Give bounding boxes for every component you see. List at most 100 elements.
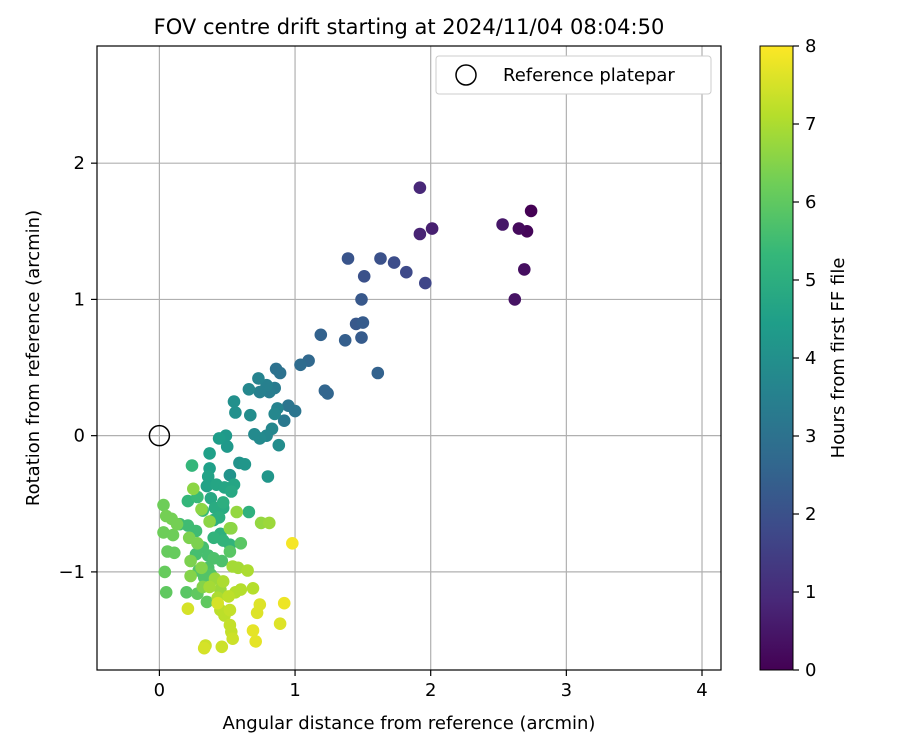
data-point xyxy=(200,595,214,609)
data-point xyxy=(195,561,208,575)
data-point xyxy=(225,485,238,498)
data-point xyxy=(277,596,291,610)
data-point xyxy=(508,293,522,306)
chart-title: FOV centre drift starting at 2024/11/04 … xyxy=(154,15,665,39)
colorbar-label: Hours from first FF file xyxy=(828,258,849,459)
data-point xyxy=(158,565,172,579)
data-point xyxy=(229,406,242,419)
colorbar xyxy=(759,45,794,671)
data-point xyxy=(294,358,307,372)
data-point xyxy=(252,372,265,385)
colorbar-tick-label: 3 xyxy=(805,426,816,447)
data-point xyxy=(413,227,427,241)
data-point xyxy=(157,498,170,512)
reference-platepar-marker xyxy=(148,424,171,447)
data-point xyxy=(253,598,267,611)
data-point xyxy=(184,554,197,568)
data-point xyxy=(222,590,235,603)
data-point xyxy=(185,459,199,472)
data-point xyxy=(203,515,216,528)
data-point xyxy=(253,385,267,399)
grid-lines xyxy=(97,46,721,670)
data-point xyxy=(374,252,387,265)
data-point xyxy=(242,505,256,519)
data-point xyxy=(277,414,291,428)
data-point xyxy=(249,635,262,648)
data-points xyxy=(157,181,538,655)
data-point xyxy=(244,408,257,422)
data-point xyxy=(338,334,352,347)
data-point xyxy=(356,316,370,329)
data-point xyxy=(341,252,355,265)
data-point xyxy=(230,505,243,519)
data-point xyxy=(286,537,299,550)
x-tick-label: 4 xyxy=(696,680,707,701)
data-point xyxy=(400,265,413,279)
data-point xyxy=(355,331,368,344)
x-axis-label: Angular distance from reference (arcmin) xyxy=(223,713,596,734)
data-point xyxy=(211,596,224,610)
data-point xyxy=(512,222,526,235)
data-point xyxy=(157,526,170,539)
data-point xyxy=(223,545,237,558)
data-point xyxy=(203,447,216,460)
data-point xyxy=(166,528,180,542)
x-tick-label: 3 xyxy=(561,680,572,701)
data-point xyxy=(241,564,254,577)
y-axis-ticks: −1 0 1 2 xyxy=(58,153,97,583)
colorbar-tick-label: 5 xyxy=(805,270,816,291)
data-point xyxy=(212,432,226,445)
data-point xyxy=(223,603,237,617)
x-tick-label: 1 xyxy=(289,680,300,701)
data-point xyxy=(263,516,276,530)
data-point xyxy=(318,384,332,398)
data-point xyxy=(203,580,216,594)
data-point xyxy=(355,293,368,306)
data-point xyxy=(180,586,193,599)
data-point xyxy=(226,632,239,645)
data-point xyxy=(268,407,282,421)
x-tick-label: 0 xyxy=(154,680,165,701)
data-point xyxy=(387,256,401,269)
data-point xyxy=(216,496,230,509)
data-point xyxy=(184,569,197,583)
data-point xyxy=(215,640,229,654)
data-point xyxy=(181,602,195,615)
data-point xyxy=(273,617,287,630)
data-point xyxy=(187,482,200,496)
data-point xyxy=(168,546,181,560)
data-point xyxy=(314,328,328,342)
data-point xyxy=(227,395,241,408)
data-point xyxy=(234,537,248,550)
data-point xyxy=(181,494,195,508)
y-axis-label: Rotation from reference (arcmin) xyxy=(23,210,44,506)
y-tick-label: −1 xyxy=(58,562,85,583)
colorbar-tick-label: 7 xyxy=(805,114,816,135)
colorbar-ticks: 0 1 2 3 4 5 6 7 8 xyxy=(793,36,816,681)
legend-label-reference: Reference platepar xyxy=(503,65,675,86)
data-point xyxy=(215,554,229,568)
x-tick-label: 2 xyxy=(425,680,436,701)
data-point xyxy=(234,583,248,596)
data-point xyxy=(220,440,234,453)
data-point xyxy=(201,470,215,483)
y-tick-label: 1 xyxy=(74,289,85,310)
data-point xyxy=(246,582,260,595)
data-point xyxy=(518,263,531,276)
data-point xyxy=(225,522,238,535)
data-point xyxy=(197,641,211,655)
data-point xyxy=(231,561,245,575)
data-point xyxy=(200,479,214,493)
data-point xyxy=(272,438,286,452)
data-point xyxy=(204,492,218,505)
data-point xyxy=(223,468,237,482)
plot-area-frame xyxy=(96,45,722,671)
y-tick-label: 2 xyxy=(74,153,85,174)
data-point xyxy=(425,222,439,235)
data-point xyxy=(413,181,427,194)
data-point xyxy=(269,362,283,376)
colorbar-tick-label: 2 xyxy=(805,504,816,525)
data-point xyxy=(170,517,184,531)
colorbar-tick-label: 4 xyxy=(805,348,816,369)
